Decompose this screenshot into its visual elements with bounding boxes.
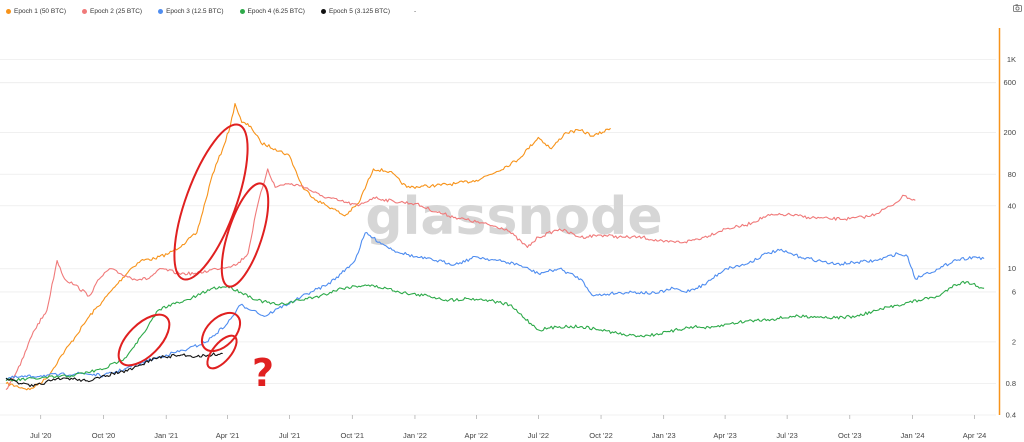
y-tick-label: 80 — [1008, 170, 1016, 179]
legend-item[interactable]: Epoch 1 (50 BTC) — [6, 8, 66, 15]
annotation-circle — [173, 123, 249, 281]
legend-item[interactable]: Epoch 4 (6.25 BTC) — [239, 7, 305, 15]
legend-label: Epoch 4 (6.25 BTC) — [247, 7, 305, 15]
camera-icon[interactable] — [1013, 4, 1022, 12]
legend-item[interactable]: Epoch 3 (12.5 BTC) — [158, 7, 224, 15]
legend-label: Epoch 2 (25 BTC) — [90, 7, 143, 15]
x-tick-label: Jul '22 — [528, 431, 549, 440]
x-tick-label: Jan '21 — [154, 431, 178, 440]
y-axis: 1K 600 200 80 40 10 6 2 0.8 0.4 — [1003, 55, 1016, 420]
y-tick-label: 200 — [1003, 128, 1016, 137]
x-tick-label: Jul '21 — [279, 431, 300, 440]
x-tick-label: Apr '22 — [465, 431, 489, 440]
x-tick-label: Oct '23 — [838, 431, 862, 440]
legend-swatch — [82, 8, 88, 14]
x-tick-label: Apr '24 — [963, 431, 987, 440]
series-line — [5, 102, 611, 391]
y-tick-label: 600 — [1003, 78, 1016, 87]
x-tick-label: Apr '21 — [216, 431, 240, 440]
annotation-circle — [206, 334, 238, 370]
x-tick-label: Oct '21 — [340, 431, 364, 440]
x-tick-label: Jul '23 — [776, 431, 797, 440]
x-axis: Jul '20 Oct '20 Jan '21 Apr '21 Jul '21 Oct '… — [30, 415, 986, 440]
series-line — [5, 280, 985, 382]
legend-label: Epoch 3 (12.5 BTC) — [166, 7, 224, 15]
y-tick-label: 1K — [1007, 55, 1016, 64]
legend-swatch — [6, 8, 11, 14]
x-tick-label: Jul '20 — [30, 431, 51, 440]
x-tick-label: Oct '20 — [92, 431, 116, 440]
y-tick-label: 6 — [1012, 287, 1016, 296]
legend-label: Epoch 1 (50 BTC) — [14, 7, 67, 15]
y-tick-label: 40 — [1008, 201, 1016, 210]
legend-trailing: - — [414, 7, 417, 15]
legend-item[interactable]: Epoch 5 (3.125 BTC) — [320, 7, 391, 15]
legend-label: Epoch 5 (3.125 BTC) — [328, 7, 391, 15]
x-tick-label: Jan '22 — [403, 431, 427, 440]
y-tick-label: 10 — [1008, 264, 1016, 273]
series-line — [5, 231, 985, 380]
y-tick-label: 0.4 — [1006, 411, 1016, 420]
series-line — [5, 352, 223, 388]
legend-swatch — [320, 8, 326, 14]
x-tick-label: Oct '22 — [589, 431, 613, 440]
x-tick-label: Apr '23 — [713, 431, 737, 440]
annotation-circle — [220, 182, 270, 288]
y-tick-label: 0.8 — [1006, 379, 1016, 388]
annotations: ? — [117, 123, 274, 395]
series-layer — [5, 102, 985, 391]
annotation-question-mark: ? — [252, 351, 274, 395]
series-line — [5, 168, 916, 391]
annotation-circle — [200, 311, 242, 353]
legend: Epoch 1 (50 BTC) Epoch 2 (25 BTC) Epoch 3 … — [6, 4, 416, 18]
gridlines — [0, 59, 996, 416]
y-tick-label: 2 — [1012, 337, 1016, 346]
x-tick-label: Jan '23 — [652, 431, 676, 440]
legend-swatch — [239, 8, 245, 14]
annotation-circle — [117, 313, 171, 367]
x-tick-label: Jan '24 — [901, 431, 925, 440]
legend-item[interactable]: Epoch 2 (25 BTC) — [82, 8, 142, 15]
legend-swatch — [158, 8, 164, 14]
